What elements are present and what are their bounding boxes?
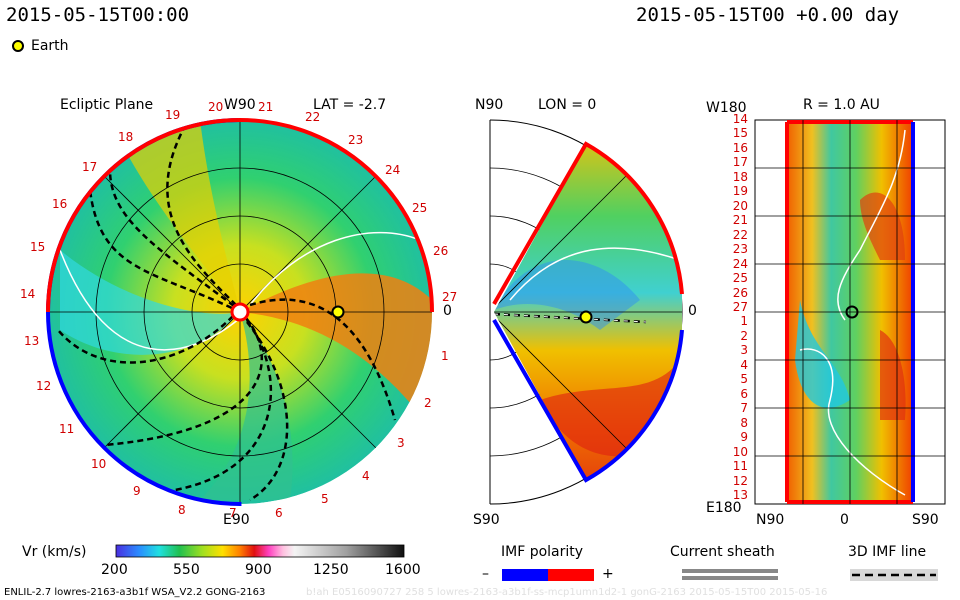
radial-tick-3: 3 <box>740 343 748 358</box>
radial-tick-17: 17 <box>732 155 748 170</box>
radial-tick-9: 9 <box>740 430 748 445</box>
radial-tick-15: 15 <box>732 126 748 141</box>
radial-tick-23: 23 <box>732 242 748 257</box>
imf-plus-label: + <box>602 566 614 582</box>
meridional-top-label: N90 <box>475 97 504 113</box>
footer-right: b!ah E0516090727 258 5 lowres-2163-a3b1f… <box>306 587 828 598</box>
radial-tick-6: 6 <box>740 386 748 401</box>
radial-tick-18: 18 <box>732 169 748 184</box>
footer-left: ENLIL-2.7 lowres-2163-a3b1f WSA_V2.2 GON… <box>4 587 266 598</box>
radial-tick-14: 14 <box>732 112 748 126</box>
radial-tick-27: 27 <box>732 300 748 314</box>
earth-position-radial <box>845 305 859 319</box>
imf-line-label: 3D IMF line <box>848 544 927 560</box>
ecl-lon-7: 7 <box>229 506 237 520</box>
colorbar-tick-550: 550 <box>173 562 200 578</box>
ecl-lon-14: 14 <box>20 287 36 301</box>
ecl-lon-23: 23 <box>348 133 364 147</box>
ecl-lon-8: 8 <box>178 503 186 517</box>
colorbar-label: Vr (km/s) <box>22 544 87 560</box>
earth-position-meridional <box>579 310 593 324</box>
radial-tick-7: 7 <box>740 401 748 416</box>
sun-marker <box>230 302 250 322</box>
ecl-lon-22: 22 <box>305 110 321 124</box>
radial-tick-24: 24 <box>732 256 748 271</box>
ecliptic-top-label: W90 <box>224 97 256 113</box>
radial-tick-19: 19 <box>732 184 748 199</box>
ecliptic-lat-label: LAT = -2.7 <box>313 97 387 113</box>
radial-x-mid: 0 <box>840 512 849 528</box>
forecast-time-label: 2015-05-15T00 +0.00 day <box>636 4 900 26</box>
meridional-plot <box>489 119 684 505</box>
model-time-label: 2015-05-15T00:00 <box>6 4 190 26</box>
radial-tick-21: 21 <box>732 213 748 228</box>
ecliptic-right-label: 0 <box>443 303 452 319</box>
ecl-lon-27: 27 <box>442 290 458 304</box>
ecl-lon-13: 13 <box>24 334 40 348</box>
radial-x-right: S90 <box>912 512 939 528</box>
ecl-lon-24: 24 <box>385 163 401 177</box>
radial-tick-22: 22 <box>732 227 748 242</box>
colorbar-tick-1250: 1250 <box>313 562 349 578</box>
colorbar-tick-900: 900 <box>245 562 272 578</box>
ecl-lon-16: 16 <box>52 197 68 211</box>
radial-r-label: R = 1.0 AU <box>803 97 880 113</box>
ecl-lon-10: 10 <box>91 457 107 471</box>
ecl-lon-2: 2 <box>424 396 432 410</box>
radial-plot <box>754 119 946 505</box>
ecl-lon-3: 3 <box>397 436 405 450</box>
ecl-lon-6: 6 <box>275 506 283 520</box>
radial-tick-10: 10 <box>732 444 748 459</box>
imf-minus-label: – <box>482 566 489 582</box>
ecl-lon-11: 11 <box>59 422 75 436</box>
ecl-lon-18: 18 <box>118 130 134 144</box>
radial-tick-26: 26 <box>732 285 748 300</box>
colorbar-tick-1600: 1600 <box>385 562 421 578</box>
ecl-lon-12: 12 <box>36 379 52 393</box>
ecliptic-title: Ecliptic Plane <box>60 97 154 113</box>
colorbar-tick-200: 200 <box>101 562 128 578</box>
radial-tick-16: 16 <box>732 140 748 155</box>
radial-tick-13: 13 <box>732 488 748 502</box>
ecl-lon-25: 25 <box>412 201 428 215</box>
radial-tick-4: 4 <box>740 357 748 372</box>
meridional-lon-label: LON = 0 <box>538 97 597 113</box>
ecliptic-plot <box>48 120 432 504</box>
imf-negative-swatch <box>502 569 548 581</box>
radial-bottom-label: E180 <box>706 500 742 516</box>
ecl-lon-21: 21 <box>258 100 274 114</box>
velocity-colorbar <box>115 544 405 558</box>
meridional-right-label: 0 <box>688 303 697 319</box>
radial-tick-2: 2 <box>740 328 748 343</box>
radial-tick-8: 8 <box>740 415 748 430</box>
imf-polarity-label: IMF polarity <box>501 544 584 560</box>
ecl-lon-4: 4 <box>362 469 370 483</box>
ecl-lon-20: 20 <box>208 100 224 114</box>
ecl-lon-26: 26 <box>433 244 449 258</box>
earth-legend-label: Earth <box>31 38 69 54</box>
radial-tick-20: 20 <box>732 198 748 213</box>
meridional-bottom-label: S90 <box>473 512 500 528</box>
radial-top-label: W180 <box>706 100 747 116</box>
radial-tick-11: 11 <box>732 459 748 474</box>
radial-x-left: N90 <box>756 512 785 528</box>
imf-positive-swatch <box>548 569 594 581</box>
current-sheath-label: Current sheath <box>670 544 775 560</box>
radial-tick-5: 5 <box>740 372 748 387</box>
earth-marker-icon <box>12 40 24 52</box>
ecl-lon-1: 1 <box>441 349 449 363</box>
ecl-lon-17: 17 <box>82 160 98 174</box>
radial-tick-12: 12 <box>732 473 748 488</box>
radial-tick-25: 25 <box>732 271 748 286</box>
ecliptic-bottom-label: E90 <box>223 512 250 528</box>
ecl-lon-19: 19 <box>165 108 181 122</box>
earth-position-ecliptic <box>331 305 345 319</box>
radial-tick-1: 1 <box>740 314 748 329</box>
ecl-lon-15: 15 <box>30 240 46 254</box>
ecl-lon-5: 5 <box>321 492 329 506</box>
ecl-lon-9: 9 <box>133 484 141 498</box>
